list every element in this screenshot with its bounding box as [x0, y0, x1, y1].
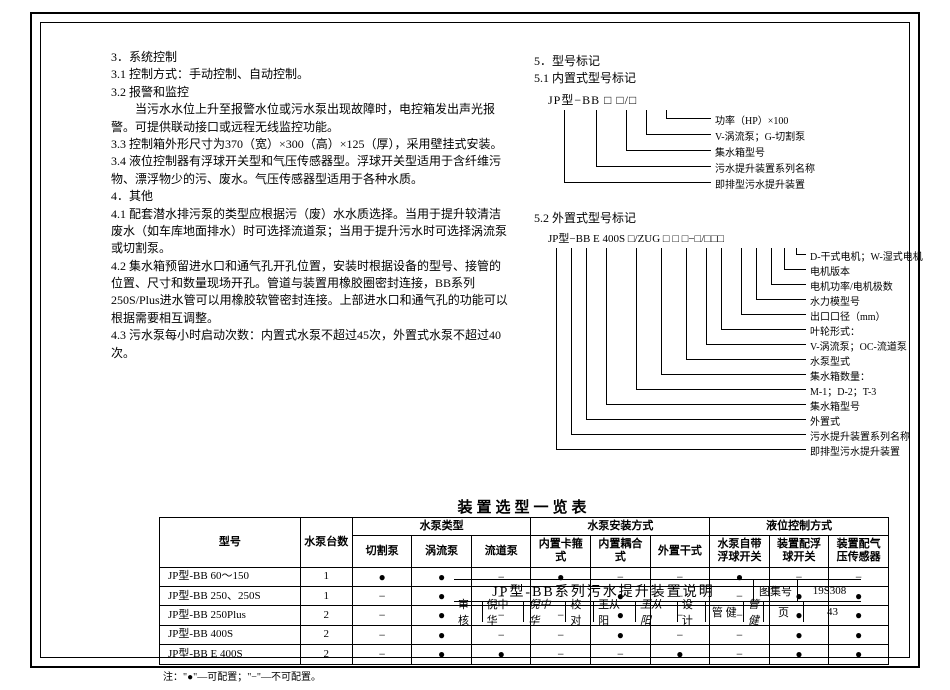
atlas-label: 图集号	[753, 580, 797, 601]
sec42: 4.2 集水箱预留进水口和通气孔开孔位置，安装时根据设备的型号、接管的位置、尺寸…	[111, 258, 511, 328]
model52-label: 叶轮形式：	[810, 323, 860, 338]
table-title: 装置选型一览表	[159, 496, 889, 517]
model52-string: JP型−BB E 400S □/ZUG □ □ □−□/□□□	[548, 230, 914, 246]
sec4-head: 4．其他	[111, 188, 511, 205]
model51-bracket: 功率（HP）×100V-涡流泵；G-切割泵集水箱型号污水提升装置系列名称即排型污…	[546, 110, 914, 210]
model51-label: 功率（HP）×100	[715, 112, 788, 127]
sec31: 3.1 控制方式：手动控制、自动控制。	[111, 66, 511, 83]
model51-label: V-涡流泵；G-切割泵	[715, 128, 805, 143]
model52-label: 集水箱型号	[810, 398, 860, 413]
sec43: 4.3 污水泵每小时启动次数：内置式水泵不超过45次，外置式水泵不超过40次。	[111, 327, 511, 362]
sec41: 4.1 配套潜水排污泵的类型应根据污（废）水水质选择。当用于提升较清洁废水（如车…	[111, 206, 511, 258]
sec52-head: 5.2 外置式型号标记	[534, 210, 914, 227]
sec5-head: 5．型号标记	[534, 53, 914, 70]
model52-label: 电机功率/电机极数	[810, 278, 893, 293]
model52-label: 电机版本	[810, 263, 850, 278]
check-name: 王从阳	[593, 602, 635, 622]
model52-label: 水泵型式	[810, 353, 850, 368]
model52-label: M-1；D-2；T-3	[810, 383, 876, 398]
table-row: JP型-BB E 400S2−●●−−●−●●	[160, 645, 889, 664]
model52-label: 污水提升装置系列名称	[810, 428, 910, 443]
review-name: 倪中华	[482, 602, 524, 622]
model52-label: 外置式	[810, 413, 840, 428]
table-row: JP型-BB 400S2−●−−●−−●●	[160, 625, 889, 644]
model52-label: V-涡流泵；OC-流道泵	[810, 338, 907, 353]
right-column: 5．型号标记 5.1 内置式型号标记 JP型−BB □ □/□ 功率（HP）×1…	[534, 53, 914, 463]
model52-label: 出口口径（mm）	[810, 308, 886, 323]
model52-label: 即排型污水提升装置	[810, 443, 900, 458]
design-label: 设计	[677, 602, 705, 622]
sec51-head: 5.1 内置式型号标记	[534, 70, 914, 87]
table-note: 注："●"—可配置；"−"—不可配置。	[159, 668, 889, 683]
design-name: 管 健	[705, 602, 743, 622]
check-label: 校对	[565, 602, 593, 622]
model51-label: 集水箱型号	[715, 144, 765, 159]
model52-label: 集水箱数量：	[810, 368, 870, 383]
sec32: 3.2 报警和监控	[111, 84, 511, 101]
model51-label: 即排型污水提升装置	[715, 176, 805, 191]
left-column: 3．系统控制 3.1 控制方式：手动控制、自动控制。 3.2 报警和监控 当污水…	[111, 49, 511, 362]
atlas-value: 19S308	[797, 580, 861, 601]
model52-bracket: D-干式电机；W-湿式电机电机版本电机功率/电机极数水力模型号出口口径（mm）叶…	[546, 248, 914, 463]
title-block: JP型-BB系列污水提升装置说明 图集号 19S308 审核 倪中华 倪中华 校…	[454, 579, 861, 621]
sec3-head: 3．系统控制	[111, 49, 511, 66]
sec32-body: 当污水水位上升至报警水位或污水泵出现故障时，电控箱发出声光报警。可提供联动接口或…	[111, 101, 511, 136]
design-sig: 管健	[743, 602, 763, 622]
check-sig: 王从阳	[635, 602, 677, 622]
review-sig: 倪中华	[523, 602, 565, 622]
sec33: 3.3 控制箱外形尺寸为370（宽）×300（高）×125（厚），采用壁挂式安装…	[111, 136, 511, 153]
model51-label: 污水提升装置系列名称	[715, 160, 815, 175]
page-value: 43	[803, 602, 861, 622]
model51-string: JP型−BB □ □/□	[548, 91, 914, 108]
model52-label: 水力模型号	[810, 293, 860, 308]
model52-label: D-干式电机；W-湿式电机	[810, 248, 923, 263]
review-label: 审核	[454, 602, 482, 622]
page-label: 页	[763, 602, 803, 622]
sec34: 3.4 液位控制器有浮球开关型和气压传感器型。浮球开关型适用于含纤维污物、漂浮物…	[111, 153, 511, 188]
